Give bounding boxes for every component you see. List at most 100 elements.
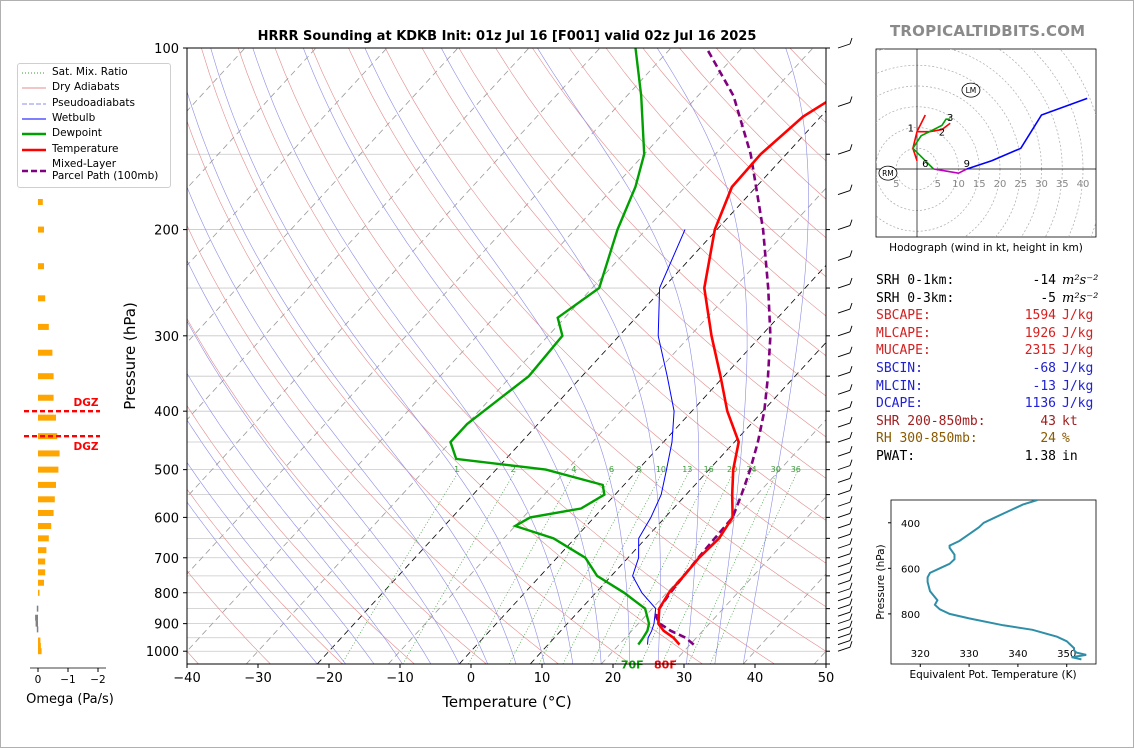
- wind-barb: [837, 588, 851, 594]
- omega-bar: [38, 547, 47, 554]
- hodograph-height-label: 3: [947, 113, 953, 124]
- legend-label-dewpoint: Dewpoint: [52, 127, 102, 139]
- hodograph-height-label: 9: [964, 159, 970, 170]
- wind-barb: [837, 477, 851, 483]
- wind-barb: [837, 533, 851, 539]
- hodograph-trace: [912, 114, 927, 161]
- y-tick-label: 100: [154, 42, 179, 57]
- omega-tick-label: −1: [60, 674, 75, 686]
- theta-e-x-tick-label: 350: [1057, 649, 1076, 660]
- param-value: -13: [1032, 378, 1056, 394]
- wind-barb: [837, 406, 851, 412]
- hodograph-ring-label: 20: [994, 179, 1007, 190]
- param-value: 43: [1040, 413, 1056, 429]
- param-value: 24: [1040, 431, 1056, 447]
- wind-barb: [837, 543, 851, 549]
- theta-e-x-tick-label: 340: [1008, 649, 1027, 660]
- wind-barb-flag: [849, 556, 853, 564]
- hodograph-ring-label: 35: [1056, 179, 1069, 190]
- legend-label-pseudoadiabat: Pseudoadiabats: [52, 97, 135, 109]
- param-unit: J/kg: [1062, 343, 1094, 359]
- omega-bar: [38, 414, 56, 421]
- wind-barb-flag: [849, 366, 853, 373]
- x-tick-label: 40: [747, 671, 764, 686]
- y-tick-label: 500: [154, 464, 179, 479]
- legend-label-mixing-ratio: Sat. Mix. Ratio: [52, 66, 128, 78]
- omega-bar: [38, 450, 60, 457]
- pseudoadiabat: [210, 48, 545, 664]
- storm-motion-label: RM: [882, 169, 894, 178]
- x-tick-label: 10: [534, 671, 551, 686]
- wind-barb-flag: [849, 446, 853, 453]
- wind-barb: [837, 256, 851, 261]
- mixing-ratio-line: [562, 469, 665, 664]
- wind-barb: [837, 571, 851, 577]
- omega-bar: [36, 605, 39, 612]
- wind-barb-flag: [849, 598, 853, 605]
- mixing-ratio-line: [640, 469, 736, 664]
- hodograph-ring-label: 15: [973, 179, 986, 190]
- param-row: SBCAPE: 1594 J/kg: [876, 307, 1126, 325]
- wind-barb: [837, 596, 851, 602]
- wind-barb: [837, 371, 851, 377]
- mixing-ratio-label: 8: [636, 465, 641, 474]
- wind-barb-flag: [849, 641, 853, 648]
- hodograph-ring-label: 5: [935, 179, 941, 190]
- wind-barb-flag: [849, 346, 853, 353]
- hodograph-ring-label: 40: [1077, 179, 1090, 190]
- hodograph-height-label: 6: [922, 159, 928, 170]
- surface-temperature-label: 80F: [654, 659, 677, 672]
- theta-e-y-tick-label: 400: [901, 519, 920, 530]
- omega-panel: 0 −1 −2 DGZ DGZ: [24, 69, 106, 686]
- storm-motion-marker: [961, 82, 981, 98]
- wind-barb-flag: [849, 620, 853, 627]
- wind-barb: [837, 611, 851, 617]
- theta-e-frame: [890, 499, 1097, 665]
- y-tick-label: 400: [154, 405, 179, 420]
- mixing-ratio-line: [709, 469, 799, 664]
- wind-barb-flag: [849, 634, 853, 641]
- x-tick-label: 30: [676, 671, 693, 686]
- pseudoadiabat: [187, 259, 460, 664]
- dry-adiabat: [458, 48, 826, 438]
- chart-title: HRRR Sounding at KDKB Init: 01z Jul 16 […: [258, 29, 757, 44]
- hodograph-trace: [912, 118, 951, 149]
- dry-adiabat: [201, 48, 703, 664]
- hodograph-height-label: 2: [939, 128, 945, 139]
- pseudoadiabat: [303, 48, 602, 664]
- mixing-ratio-line: [661, 469, 755, 664]
- omega-bar: [38, 558, 46, 565]
- dry-adiabat: [187, 405, 415, 664]
- param-label: SHR 200-850mb:: [876, 413, 986, 429]
- wind-barb: [837, 190, 851, 196]
- omega-bar: [38, 373, 54, 380]
- y-tick-label: 800: [154, 587, 179, 602]
- omega-bar: [38, 522, 52, 529]
- wind-barb-flag: [849, 219, 853, 226]
- wind-barb: [837, 626, 851, 632]
- dry-adiabat: [421, 48, 826, 479]
- wind-barb-flag: [849, 302, 853, 310]
- param-label: SRH 0-3km:: [876, 290, 955, 306]
- legend-label-wetbulb: Wetbulb: [52, 112, 96, 124]
- site-brand: TROPICALTIDBITS.COM: [890, 22, 1086, 40]
- wind-barb-flag: [849, 627, 853, 634]
- x-tick-label: −40: [173, 671, 200, 686]
- hodograph-frame: [875, 48, 1097, 238]
- omega-tick-label: −2: [90, 674, 105, 686]
- pseudoadiabat: [187, 501, 318, 664]
- omega-bar: [38, 535, 49, 542]
- mixing-ratio-label: 13: [682, 465, 692, 474]
- wind-barbs: [837, 37, 853, 652]
- hodograph-trace: [912, 147, 935, 170]
- wind-barb-flag: [849, 401, 853, 408]
- param-value: 1594: [1024, 308, 1056, 324]
- isotherm-line: [245, 48, 814, 664]
- mixing-ratio-label: 6: [609, 465, 614, 474]
- hodograph-caption: Hodograph (wind in kt, height in km): [889, 242, 1083, 254]
- pseudoadiabat: [187, 320, 432, 664]
- param-row: MUCAPE: 2315 J/kg: [876, 342, 1126, 360]
- param-row: PWAT: 1.38 in: [876, 448, 1126, 466]
- param-unit: %: [1062, 431, 1070, 447]
- omega-bar: [38, 509, 54, 516]
